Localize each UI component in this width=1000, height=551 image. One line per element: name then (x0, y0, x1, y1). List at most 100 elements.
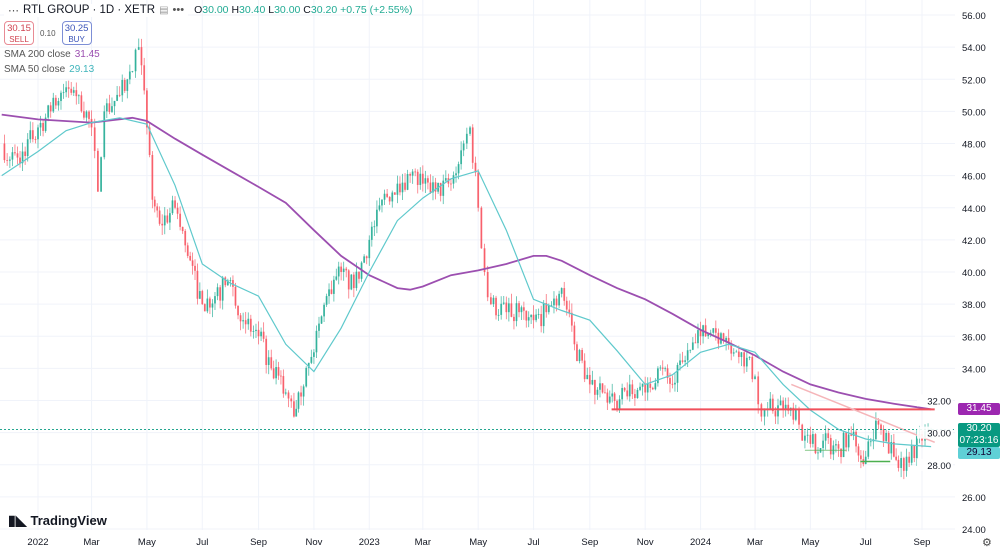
candle-body (798, 408, 800, 425)
candle-body (684, 360, 687, 362)
y-tick-label: 48.00 (962, 140, 986, 151)
candle-body (8, 159, 11, 161)
candle-body (806, 434, 809, 436)
candle-body (530, 314, 533, 318)
candle-body (897, 459, 900, 468)
candle-body (608, 396, 611, 403)
candle-body (229, 280, 232, 281)
candle-body (176, 207, 179, 214)
candle-body (513, 316, 515, 322)
candle-body (184, 231, 187, 246)
candle-body (313, 352, 315, 357)
candle-body (505, 302, 508, 313)
candle-body (44, 117, 47, 131)
candle-body (6, 160, 9, 161)
candle-body (191, 260, 194, 266)
time-axis[interactable]: 2022 Mar May Jul Sep Nov 2023 Mar May Jul Sep Nov 20… (27, 537, 930, 548)
candle-body (681, 360, 684, 362)
candle-body (583, 360, 586, 380)
candle-body (148, 127, 151, 155)
candle-body (591, 380, 594, 385)
candle-body (393, 192, 396, 195)
candle-body (581, 350, 584, 361)
candle-body (618, 399, 621, 409)
candle-body (37, 127, 39, 140)
symbol-title: RTL GROUP · 1D · XETR (23, 4, 156, 16)
candle-body (203, 304, 206, 312)
candle-body (550, 305, 553, 307)
candle-body (676, 364, 679, 383)
candle-body (527, 317, 530, 321)
candle-body (452, 175, 455, 184)
candle-body (646, 383, 649, 393)
x-tick-label: Mar (747, 537, 763, 548)
flag-icon[interactable]: ▤ (159, 4, 169, 16)
candle-body (401, 182, 404, 193)
candle-body (352, 274, 355, 289)
candle-body (465, 133, 468, 144)
candle-body (555, 298, 558, 306)
sma50-price-tag: 29.13 (958, 447, 1000, 459)
buy-button[interactable]: 30.25 BUY (61, 21, 92, 45)
candle-body (477, 172, 480, 208)
candle-body (457, 164, 460, 174)
candle-body (492, 297, 495, 305)
price-axis[interactable]: 56.00 54.00 52.00 50.00 48.00 46.00 44.00 42.00… (917, 11, 986, 536)
candle-body (730, 344, 733, 354)
y-tick-label-bg (917, 394, 953, 407)
candle-body (424, 178, 427, 184)
candle-body (510, 303, 513, 317)
candle-body (267, 357, 270, 365)
candle-body (707, 333, 710, 337)
candle-body (434, 182, 437, 192)
candle-body (260, 331, 262, 337)
candle-body (126, 79, 129, 91)
candle-body (737, 351, 740, 358)
candle-body (26, 139, 29, 156)
candle-body (560, 288, 563, 294)
candle-body (520, 307, 523, 313)
more-icon[interactable]: ••• (172, 4, 185, 16)
candle-body (111, 106, 113, 112)
y-tick-label-bg (917, 458, 953, 471)
candle-body (760, 404, 763, 417)
candle-body (547, 305, 550, 313)
candle-body (171, 200, 174, 214)
candle-body (905, 456, 908, 471)
candle-body (837, 444, 840, 449)
candle-body (794, 408, 797, 420)
candle-body (784, 404, 787, 409)
candle-body (908, 456, 911, 463)
collapse-icon[interactable]: ⋯ (8, 4, 19, 17)
candle-body (300, 392, 302, 397)
indicator-sma50[interactable]: SMA 50 close 29.13 (4, 64, 95, 75)
y-tick-label: 38.00 (962, 300, 986, 311)
candle-body (70, 88, 73, 93)
x-tick-label: 2024 (690, 537, 711, 548)
candle-body (621, 387, 624, 400)
x-tick-label: May (469, 537, 487, 548)
candle-body (24, 151, 27, 156)
settings-icon[interactable]: ⚙ (982, 537, 992, 549)
candle-body (179, 213, 182, 227)
candle-body (913, 445, 916, 459)
candle-body (689, 349, 692, 351)
candle-body (42, 122, 44, 131)
candle-body (754, 376, 756, 380)
candle-body (186, 245, 189, 256)
candle-body (697, 330, 699, 344)
candle-body (814, 434, 817, 454)
candle-body (19, 157, 21, 164)
candle-body (489, 297, 492, 305)
candle-body (613, 393, 616, 401)
tradingview-logo[interactable]: ▮◣ TradingView (8, 512, 107, 528)
sell-button[interactable]: 30.15 SELL (4, 21, 34, 45)
symbol-info[interactable]: ⋯ RTL GROUP · 1D · XETR ▤ ••• (4, 3, 189, 17)
indicator-sma200[interactable]: SMA 200 close 31.45 (4, 49, 100, 60)
candle-body (108, 103, 111, 112)
candle-body (239, 315, 242, 322)
candle-body (568, 309, 571, 313)
candle-body (270, 357, 273, 369)
x-tick-label: Nov (637, 537, 654, 548)
